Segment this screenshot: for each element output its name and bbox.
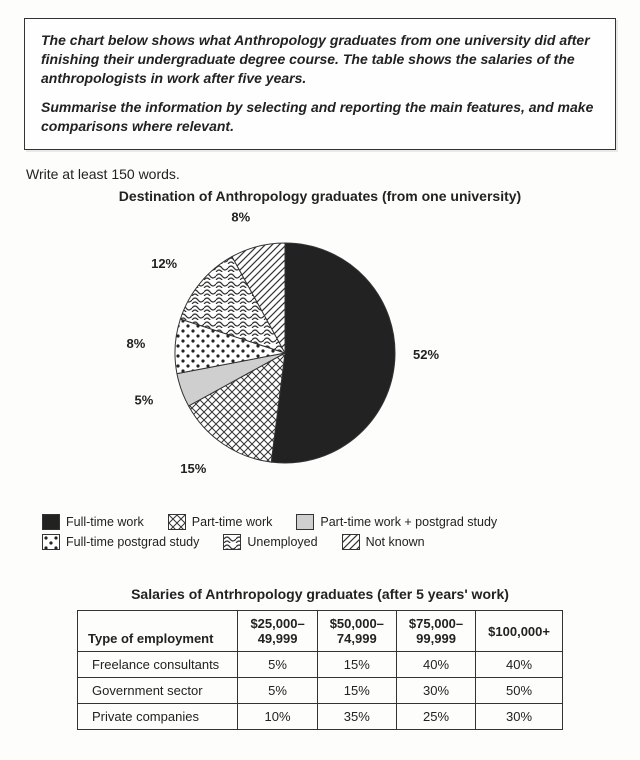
pie-slice-label: 8%	[126, 337, 145, 352]
pie-slice-label: 12%	[151, 256, 177, 271]
legend-swatch-icon	[168, 514, 186, 530]
table-column-header: $75,000–99,999	[396, 611, 475, 652]
legend-label: Full-time work	[66, 515, 144, 529]
table-column-header: $25,000–49,999	[238, 611, 317, 652]
table-cell: 50%	[476, 678, 563, 704]
pie-chart: 52% 15% 5% 8% 12% 8%	[120, 208, 520, 508]
legend-label: Full-time postgrad study	[66, 535, 199, 549]
legend-label: Unemployed	[247, 535, 317, 549]
table-column-header: $50,000–74,999	[317, 611, 396, 652]
table-row-header: Freelance consultants	[78, 652, 238, 678]
pie-legend: Full-time work Part-time work Part-time wo…	[24, 508, 616, 564]
legend-item: Full-time postgrad study	[42, 534, 199, 550]
legend-label: Part-time work + postgrad study	[320, 515, 497, 529]
salary-table: Type of employment$25,000–49,999$50,000–…	[77, 610, 563, 730]
pie-slice-label: 5%	[134, 393, 153, 408]
pie-slice	[271, 243, 395, 463]
word-count-instruction: Write at least 150 words.	[26, 166, 616, 182]
table-row: Freelance consultants5%15%40%40%	[78, 652, 563, 678]
table-row: Private companies10%35%25%30%	[78, 704, 563, 730]
table-cell: 30%	[476, 704, 563, 730]
table-cell: 40%	[396, 652, 475, 678]
table-cell: 30%	[396, 678, 475, 704]
legend-swatch-icon	[296, 514, 314, 530]
legend-label: Not known	[366, 535, 425, 549]
table-row: Government sector5%15%30%50%	[78, 678, 563, 704]
legend-item: Full-time work	[42, 514, 144, 530]
table-cell: 15%	[317, 652, 396, 678]
table-row-header: Private companies	[78, 704, 238, 730]
table-cell: 15%	[317, 678, 396, 704]
legend-swatch-icon	[42, 514, 60, 530]
legend-row: Full-time postgrad study Unemployed Not kn…	[42, 534, 598, 550]
table-corner-header: Type of employment	[78, 611, 238, 652]
table-cell: 25%	[396, 704, 475, 730]
legend-item: Not known	[342, 534, 425, 550]
legend-swatch-icon	[342, 534, 360, 550]
legend-swatch-icon	[223, 534, 241, 550]
pie-slice-label: 8%	[231, 210, 250, 225]
prompt-paragraph-2: Summarise the information by selecting a…	[41, 98, 599, 136]
salary-table-title: Salaries of Antrhropology graduates (aft…	[24, 586, 616, 602]
table-row-header: Government sector	[78, 678, 238, 704]
table-cell: 5%	[238, 678, 317, 704]
task-prompt-box: The chart below shows what Anthropology …	[24, 18, 616, 150]
legend-swatch-icon	[42, 534, 60, 550]
table-cell: 40%	[476, 652, 563, 678]
table-column-header: $100,000+	[476, 611, 563, 652]
table-cell: 10%	[238, 704, 317, 730]
pie-chart-title: Destination of Anthropology graduates (f…	[24, 188, 616, 204]
prompt-paragraph-1: The chart below shows what Anthropology …	[41, 31, 599, 88]
legend-row: Full-time work Part-time work Part-time wo…	[42, 514, 598, 530]
pie-chart-container: 52% 15% 5% 8% 12% 8%	[24, 208, 616, 508]
table-cell: 5%	[238, 652, 317, 678]
pie-slice-label: 15%	[180, 461, 206, 476]
pie-slice-label: 52%	[413, 347, 439, 362]
legend-item: Part-time work	[168, 514, 273, 530]
legend-item: Unemployed	[223, 534, 317, 550]
table-cell: 35%	[317, 704, 396, 730]
legend-label: Part-time work	[192, 515, 273, 529]
legend-item: Part-time work + postgrad study	[296, 514, 497, 530]
